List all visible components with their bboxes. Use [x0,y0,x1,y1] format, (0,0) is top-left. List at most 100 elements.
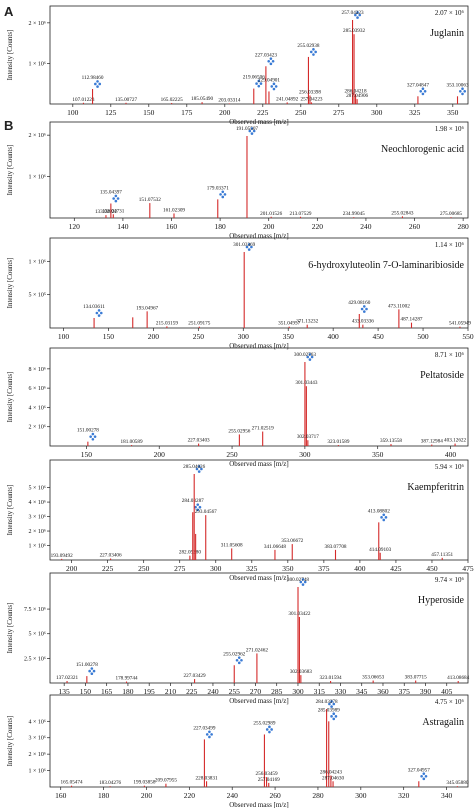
spectrum-panel-2: Neochlorogenic acid 1.98 × 10⁶ Intensity [… [6,121,469,240]
fragment-icon-dot [308,353,312,356]
fragment-icon-dot [210,733,213,736]
x-tick-label: 300 [292,687,304,696]
intensity-scale-label: 1.98 × 10⁶ [435,125,465,133]
fragment-icon-dot [421,87,425,90]
x-tick-label: 250 [138,564,150,573]
fragment-icon-dot [459,89,462,93]
x-tick-label: 340 [441,791,453,800]
x-tick-label: 250 [193,332,205,341]
plot-frame [49,459,469,561]
fragment-icon [195,465,203,473]
peak-mz-label: 300.02763 [294,352,316,358]
fragment-icon-dot [365,307,368,311]
fragment-icon-dot [382,518,386,522]
peak-mz-label: 403.12622 [444,438,466,444]
fragment-icon [306,353,314,361]
fragment-icon-dot [274,85,278,88]
fragment-icon-dot [93,435,97,438]
fragment-icon-dot [308,358,312,361]
fragment-icon-dot [461,87,464,90]
fragment-icon-dot [268,730,271,734]
fragment-icon [267,57,275,66]
peak-mz-label: 137.02321 [56,675,78,681]
peak-mz-label: 151.00278 [77,428,99,434]
y-tick-label: 2 × 10⁶ [29,133,46,139]
peak-mz-label: 433.03336 [352,319,374,325]
fragment-icon [245,243,253,251]
peak-mz-label: 255.02938 [297,43,319,49]
fragment-icon-dot [306,355,310,359]
peak-mz-label: 473.11002 [388,303,410,309]
fragment-icon [420,772,428,781]
fragment-icon-dot [90,672,94,676]
fragment-icon [328,700,336,708]
fragment-icon-dot [208,730,211,734]
x-tick-label: 225 [102,564,114,573]
peak-mz-label: 203.03314 [218,97,240,103]
peak-mz-label: 286.04218 [345,88,367,94]
peak-mz-label: 311.05608 [221,542,243,548]
peak-mz-label: 134.03611 [83,304,105,310]
peak-mz-label: 287.04906 [346,93,368,99]
peak-mz-label: 227.03406 [100,553,122,559]
peak-mz-label: 351.04957 [278,321,300,327]
peak-mz-label: 284.03278 [316,699,338,705]
x-tick-label: 400 [328,332,340,341]
fragment-icon-dot [271,59,275,63]
x-tick-label: 300 [238,332,250,341]
x-tick-label: 200 [66,564,78,573]
compound-name: Neochlorogenic acid [381,144,464,155]
y-tick-label: 1 × 10⁶ [29,175,46,181]
x-tick-label: 350 [447,108,459,117]
peak-mz-label: 301.03422 [288,611,310,617]
x-tick-label: 125 [105,108,117,117]
fragment-icon-dot [219,193,222,196]
fragment-icon-dot [255,82,258,85]
x-tick-label: 140 [117,222,129,231]
peak-mz-label: 341.06648 [264,544,286,550]
x-tick-label: 350 [283,332,295,341]
spectrum-panel-6: Hyperoside 9.74 × 10⁶ Intensity [Counts] 2.… [6,572,470,705]
y-tick-label: 2 × 10⁶ [29,425,46,431]
fragment-icon-dot [269,57,273,60]
fragment-icon-dot [328,702,331,706]
x-tick-label: 120 [69,222,81,231]
fragment-icon-dot [334,715,338,718]
peak-mz-label: 541.05949 [449,321,471,327]
peak-mz-label: 256.03459 [256,771,278,777]
fragment-icon-dot [363,310,366,313]
peak-mz-label: 227.03429 [184,673,206,679]
y-axis-label: Intensity [Counts] [6,603,14,654]
peak-mz-label: 387.12984 [421,439,443,445]
fragment-icon-dot [96,80,99,83]
peak-mz-label: 255.02989 [253,720,275,726]
y-tick-label: 7.5 × 10⁶ [24,607,46,613]
panel-letter-b: B [4,118,13,133]
x-axis-label: Observed mass [m/z] [229,574,288,582]
fragment-icon-dot [312,48,315,51]
fragment-icon-dot [423,89,427,93]
peak-mz-label: 112.98460 [82,75,104,81]
x-tick-label: 320 [398,791,410,800]
peak-mz-label: 302.03683 [290,669,312,675]
plot-frame [49,694,469,788]
x-tick-label: 270 [250,687,262,696]
fragment-icon [235,656,243,665]
y-tick-label: 2 × 10⁶ [29,21,46,27]
peak-mz-label: 191.05507 [236,126,258,132]
fragment-icon-dot [250,245,253,249]
fragment-icon-dot [235,658,239,662]
plot-frame [49,347,469,447]
y-tick-label: 2.5 × 10⁶ [24,656,46,662]
fragment-icon-dot [197,465,201,468]
compound-name: Kaempferitrin [407,482,464,493]
x-tick-label: 450 [426,564,438,573]
fragment-icon-dot [354,13,357,17]
fragment-icon-dot [97,309,101,312]
peak-mz-label: 228.03831 [196,775,218,781]
fragment-icon-dot [356,11,359,14]
x-tick-label: 400 [445,450,457,459]
peak-mz-label: 413.08684 [447,675,469,681]
fragment-icon-dot [195,467,199,471]
y-tick-label: 5 × 10⁶ [29,486,46,492]
